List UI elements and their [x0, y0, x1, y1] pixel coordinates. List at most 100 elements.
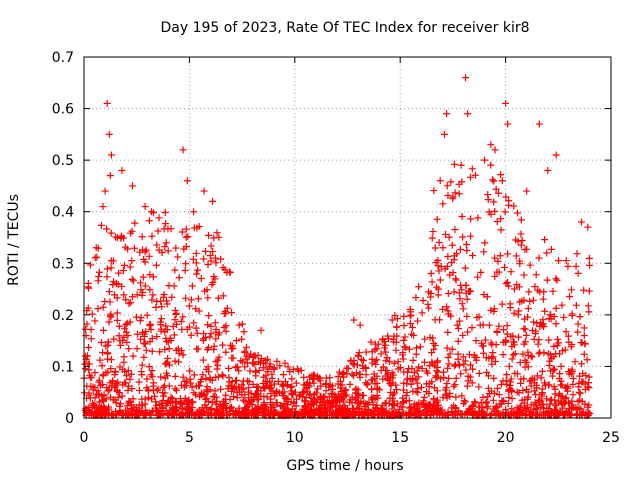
data-point: [238, 335, 246, 343]
data-point: [468, 379, 476, 387]
data-point: [157, 315, 165, 323]
x-tick-label: 20: [497, 430, 515, 446]
data-point: [118, 392, 126, 400]
data-point: [437, 375, 445, 383]
data-point: [487, 306, 495, 314]
data-point: [128, 406, 136, 414]
data-point: [120, 333, 128, 341]
data-point: [448, 408, 456, 416]
data-point: [338, 405, 346, 413]
data-point: [202, 247, 210, 255]
data-point: [447, 178, 455, 186]
data-point: [353, 405, 361, 413]
data-point: [195, 307, 203, 315]
data-point: [248, 401, 256, 409]
data-point: [466, 361, 474, 369]
data-point: [270, 365, 278, 373]
data-point: [171, 357, 179, 365]
x-tick-label: 0: [80, 430, 89, 446]
data-point: [288, 387, 296, 395]
data-point: [444, 290, 452, 298]
data-point: [454, 325, 462, 333]
data-point: [225, 364, 233, 372]
data-point: [492, 341, 500, 349]
data-point: [393, 386, 401, 394]
data-point: [168, 293, 176, 301]
data-point: [421, 358, 429, 366]
data-point: [232, 337, 240, 345]
data-point: [211, 319, 219, 327]
data-point: [194, 295, 202, 303]
data-point: [157, 327, 165, 335]
data-point: [209, 392, 217, 400]
data-point: [193, 329, 201, 337]
data-point: [238, 391, 246, 399]
data-point: [480, 349, 488, 357]
data-point: [273, 357, 281, 365]
data-point: [379, 375, 387, 383]
data-point: [175, 358, 183, 366]
data-point: [352, 389, 360, 397]
data-point: [126, 318, 134, 326]
data-point: [106, 172, 114, 180]
data-point: [473, 411, 481, 419]
data-point: [186, 399, 194, 407]
data-point: [106, 298, 114, 306]
data-point: [468, 165, 476, 173]
data-point: [434, 256, 442, 264]
data-point: [559, 404, 567, 412]
data-point: [131, 219, 139, 227]
data-point: [408, 324, 416, 332]
data-point: [520, 271, 528, 279]
data-point: [469, 365, 477, 373]
data-point: [405, 397, 413, 405]
data-point: [463, 312, 471, 320]
data-point: [540, 404, 548, 412]
data-point: [505, 362, 513, 370]
data-point: [398, 410, 406, 418]
data-point: [201, 401, 209, 409]
data-point: [213, 406, 221, 414]
data-point: [113, 316, 121, 324]
data-point: [189, 255, 197, 263]
data-point: [549, 367, 557, 375]
data-point: [443, 182, 451, 190]
data-point: [164, 225, 172, 233]
data-point: [507, 375, 515, 383]
data-point: [265, 383, 273, 391]
data-point: [499, 351, 507, 359]
data-point: [446, 350, 454, 358]
data-point: [159, 383, 167, 391]
data-point: [181, 267, 189, 275]
data-point: [557, 392, 565, 400]
data-point: [376, 386, 384, 394]
data-point: [184, 233, 192, 241]
data-point: [420, 397, 428, 405]
data-point: [363, 381, 371, 389]
data-point: [202, 365, 210, 373]
data-point: [576, 313, 584, 321]
data-point: [428, 278, 436, 286]
data-point: [212, 259, 220, 267]
data-point: [533, 372, 541, 380]
data-point: [171, 385, 179, 393]
data-point: [206, 333, 214, 341]
data-point: [190, 389, 198, 397]
data-point: [464, 328, 472, 336]
data-point: [337, 384, 345, 392]
data-point: [227, 341, 235, 349]
data-point: [433, 215, 441, 223]
data-point: [187, 331, 195, 339]
data-point: [171, 306, 179, 314]
data-point: [469, 252, 477, 260]
data-point: [103, 273, 111, 281]
data-point: [574, 398, 582, 406]
data-point: [426, 402, 434, 410]
data-point: [509, 351, 517, 359]
data-point: [427, 269, 435, 277]
data-point: [471, 399, 479, 407]
data-point: [532, 271, 540, 279]
data-point: [475, 383, 483, 391]
data-point: [139, 273, 147, 281]
data-point: [490, 374, 498, 382]
